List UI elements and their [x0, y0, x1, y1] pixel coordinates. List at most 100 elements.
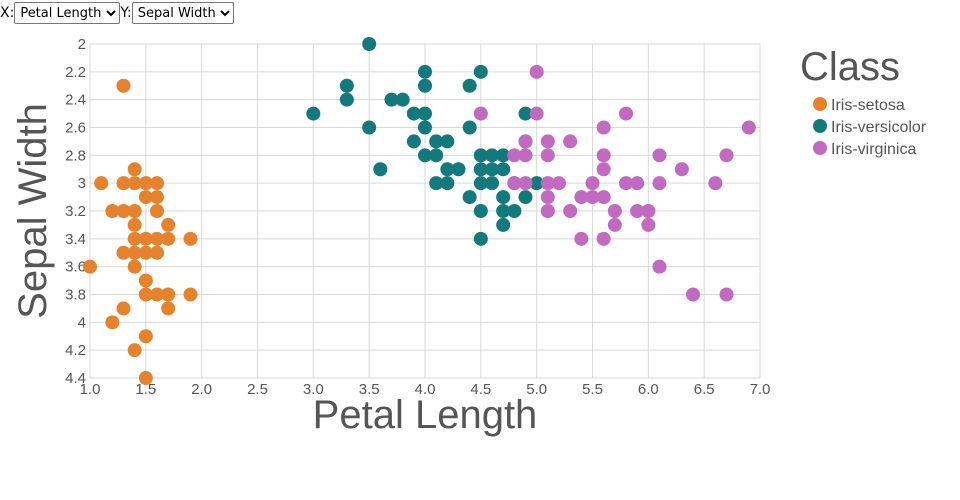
y-tick-label: 2.4 — [65, 92, 86, 109]
point-iris-virginica — [630, 204, 645, 218]
y-tick-label: 4 — [78, 314, 86, 331]
point-iris-versicolor — [496, 217, 511, 232]
point-iris-versicolor — [418, 148, 432, 163]
point-iris-virginica — [652, 148, 667, 163]
point-iris-setosa — [105, 315, 120, 330]
point-iris-setosa — [138, 371, 153, 385]
point-iris-versicolor — [473, 176, 488, 191]
point-iris-setosa — [127, 231, 142, 246]
point-iris-virginica — [540, 134, 555, 149]
legend-title: Class — [800, 45, 900, 89]
point-iris-versicolor — [485, 162, 499, 177]
x-axis-select[interactable]: Petal Length — [14, 2, 121, 24]
x-tick-label: 5.0 — [526, 381, 547, 398]
point-iris-versicolor — [518, 106, 533, 121]
point-iris-virginica — [540, 148, 555, 163]
x-tick-label: 1.0 — [80, 381, 101, 398]
point-iris-versicolor — [440, 176, 455, 191]
y-tick-label: 2.2 — [65, 64, 86, 81]
point-iris-versicolor — [496, 204, 511, 218]
y-tick-label: 2.6 — [65, 120, 86, 137]
point-iris-virginica — [574, 231, 589, 246]
point-iris-versicolor — [496, 162, 511, 177]
point-iris-versicolor — [507, 204, 522, 218]
point-iris-setosa — [127, 176, 142, 191]
point-iris-virginica — [540, 204, 555, 218]
legend: Class Iris-setosa Iris-versicolor Iris-vir… — [800, 45, 927, 158]
point-iris-versicolor — [473, 162, 488, 177]
point-iris-virginica — [741, 120, 756, 135]
point-iris-virginica — [529, 106, 544, 121]
point-iris-setosa — [127, 343, 142, 358]
legend-swatch-iris-virginica — [813, 141, 827, 155]
point-iris-virginica — [596, 190, 611, 205]
data-points — [83, 37, 756, 385]
point-iris-setosa — [161, 231, 176, 246]
point-iris-setosa — [138, 273, 153, 288]
point-iris-virginica — [619, 176, 633, 191]
point-iris-virginica — [473, 106, 488, 121]
point-iris-setosa — [116, 176, 131, 191]
point-iris-virginica — [540, 190, 555, 205]
point-iris-versicolor — [440, 162, 455, 177]
point-iris-versicolor — [473, 64, 488, 79]
y-axis-title: Sepal Width — [11, 103, 55, 319]
point-iris-setosa — [138, 176, 153, 191]
point-iris-versicolor — [496, 190, 511, 205]
point-iris-setosa — [150, 287, 164, 302]
x-tick-label: 6.0 — [638, 381, 659, 398]
y-axis-select[interactable]: Sepal Width — [131, 2, 234, 24]
point-iris-virginica — [596, 231, 611, 246]
y-tick-label: 3 — [78, 175, 86, 192]
point-iris-versicolor — [339, 78, 354, 93]
point-iris-versicolor — [518, 190, 533, 205]
point-iris-virginica — [686, 287, 700, 302]
point-iris-versicolor — [485, 176, 499, 191]
point-iris-virginica — [507, 176, 522, 191]
point-iris-setosa — [183, 287, 198, 302]
x-tick-label: 1.5 — [135, 381, 156, 398]
point-iris-versicolor — [451, 162, 466, 177]
legend-label-iris-virginica: Iris-virginica — [831, 141, 916, 158]
point-iris-virginica — [585, 190, 600, 205]
point-iris-setosa — [127, 217, 142, 232]
x-tick-label: 6.5 — [694, 381, 715, 398]
point-iris-setosa — [127, 204, 142, 218]
y-tick-label: 3.4 — [65, 231, 86, 248]
point-iris-setosa — [138, 245, 153, 260]
y-tick-label: 4.4 — [65, 370, 86, 387]
point-iris-setosa — [138, 190, 153, 205]
point-iris-setosa — [116, 301, 131, 316]
point-iris-setosa — [127, 162, 142, 177]
point-iris-virginica — [518, 134, 533, 149]
x-tick-label: 3.5 — [359, 381, 380, 398]
point-iris-versicolor — [462, 190, 477, 205]
point-iris-versicolor — [418, 120, 432, 135]
point-iris-setosa — [183, 231, 198, 246]
point-iris-versicolor — [429, 148, 444, 163]
point-iris-versicolor — [406, 106, 421, 121]
point-iris-setosa — [150, 245, 164, 260]
point-iris-virginica — [518, 176, 533, 191]
x-tick-label: 7.0 — [750, 381, 771, 398]
point-iris-setosa — [150, 176, 164, 191]
point-iris-virginica — [563, 204, 578, 218]
x-axis-select-label: X: — [0, 5, 15, 21]
y-tick-label: 3.8 — [65, 287, 86, 304]
point-iris-virginica — [507, 148, 522, 163]
point-iris-versicolor — [429, 134, 444, 149]
point-iris-virginica — [585, 176, 600, 191]
point-iris-virginica — [552, 176, 566, 191]
point-iris-virginica — [596, 120, 611, 135]
point-iris-virginica — [719, 148, 734, 163]
point-iris-setosa — [127, 245, 142, 260]
point-iris-virginica — [607, 217, 622, 232]
point-iris-virginica — [563, 134, 578, 149]
point-iris-setosa — [150, 190, 164, 205]
point-iris-versicolor — [429, 176, 444, 191]
point-iris-setosa — [116, 245, 131, 260]
point-iris-setosa — [127, 259, 142, 274]
x-tick-label: 4.5 — [470, 381, 491, 398]
point-iris-setosa — [105, 204, 120, 218]
